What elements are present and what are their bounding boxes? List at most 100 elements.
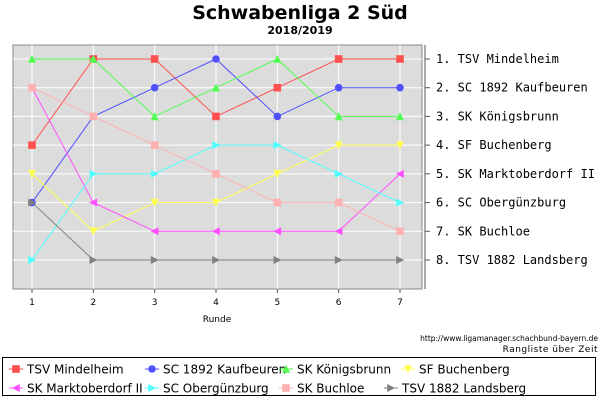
x-tick-label: 6	[336, 298, 342, 308]
data-point	[28, 256, 37, 264]
data-point	[150, 169, 159, 178]
rank-label: 8. TSV 1882 Landsberg	[436, 253, 588, 267]
data-point	[396, 141, 404, 150]
data-point	[89, 112, 98, 121]
data-point	[273, 170, 282, 179]
data-point	[212, 83, 220, 92]
data-point	[89, 227, 98, 236]
data-point	[212, 198, 220, 207]
data-point	[150, 55, 159, 63]
legend-marker	[282, 384, 290, 392]
data-point	[396, 198, 405, 207]
legend-label: TSV Mindelheim	[26, 363, 124, 377]
x-tick-label: 3	[152, 298, 158, 308]
legend-item-sk-buchloe: SK Buchloe	[279, 382, 364, 396]
rank-label: 4. SF Buchenberg	[436, 138, 552, 152]
data-point	[89, 169, 98, 178]
series-sc-oberguenzburg	[28, 141, 405, 264]
data-point	[89, 54, 98, 63]
data-point	[334, 112, 343, 121]
data-point	[396, 256, 405, 264]
legend-label: SK Königsbrunn	[297, 363, 391, 377]
data-point	[334, 198, 343, 207]
data-point	[150, 227, 159, 236]
chart-title: Schwabenliga 2 Süd	[192, 2, 408, 24]
rank-label: 6. SC Obergünzburg	[436, 196, 566, 210]
data-point	[396, 83, 404, 92]
series-sk-koenigsbrunn	[28, 54, 404, 121]
legend-item-tsv-1882-landsberg: TSV 1882 Landsberg	[384, 382, 526, 396]
x-axis-label: Runde	[203, 315, 232, 325]
legend-label: TSV 1882 Landsberg	[401, 382, 526, 396]
legend-label: SC Obergünzburg	[163, 382, 269, 396]
rank-label: 7. SK Buchloe	[436, 224, 530, 238]
legend-marker	[148, 384, 157, 392]
data-point	[395, 169, 404, 178]
rank-label: 1. TSV Mindelheim	[436, 52, 559, 66]
data-point	[334, 55, 343, 63]
data-point	[212, 256, 221, 264]
data-point	[334, 256, 343, 264]
legend-marker	[148, 365, 156, 373]
data-point	[150, 83, 159, 92]
series-sf-buchenberg	[28, 141, 404, 236]
legend-marker	[404, 365, 412, 374]
rank-label: 3. SK Königsbrunn	[436, 109, 559, 123]
data-point	[334, 227, 343, 236]
data-point	[273, 83, 282, 92]
series-sk-buchloe	[28, 83, 404, 236]
legend-item-tsv-mindelheim: TSV Mindelheim	[9, 363, 124, 377]
data-point	[28, 141, 36, 149]
data-point	[211, 227, 220, 236]
rank-chart: 1 2 3 4 5 6 7 1. TSV Mindelheim 2. SC 1892 Kauf…	[12, 44, 595, 325]
data-point	[212, 55, 220, 63]
x-tick-label: 4	[213, 298, 219, 308]
legend-marker	[11, 384, 20, 392]
legend-marker	[387, 384, 396, 392]
data-point	[28, 170, 36, 179]
legend: TSV Mindelheim SC 1892 Kaufbeuren SK König…	[2, 357, 596, 396]
x-tick-label: 7	[397, 298, 403, 308]
data-point	[212, 141, 221, 150]
data-point	[334, 141, 343, 150]
data-point	[396, 227, 404, 236]
legend-item-sk-marktoberdorf-ii: SK Marktoberdorf II	[9, 382, 143, 396]
data-point	[334, 169, 343, 178]
data-point	[150, 256, 159, 264]
legend-label: SK Buchloe	[297, 382, 364, 396]
series-tsv-1882-landsberg	[28, 198, 405, 264]
data-point	[273, 141, 282, 150]
data-point	[273, 112, 282, 121]
data-point	[273, 54, 282, 63]
data-point	[28, 54, 36, 63]
data-point	[212, 170, 220, 178]
data-point	[28, 83, 36, 92]
chart-caption: Rangliste über Zeit	[502, 345, 598, 355]
data-point	[28, 198, 37, 207]
data-point	[150, 141, 159, 149]
right-rank-labels: 1. TSV Mindelheim 2. SC 1892 Kaufbeuren 3.…	[424, 45, 595, 289]
x-axis: 1 2 3 4 5 6 7	[29, 289, 403, 308]
data-point	[89, 198, 98, 207]
legend-marker	[12, 365, 20, 373]
chart-subtitle: 2018/2019	[267, 24, 333, 37]
legend-item-sk-koenigsbrunn: SK Königsbrunn	[279, 363, 391, 377]
legend-label: SC 1892 Kaufbeuren	[163, 363, 286, 377]
data-point	[150, 112, 159, 121]
source-url[interactable]: http://www.ligamanager.schachbund-bayern…	[420, 334, 598, 343]
x-tick-label: 2	[90, 298, 96, 308]
rank-label: 2. SC 1892 Kaufbeuren	[436, 81, 588, 95]
legend-marker	[282, 364, 290, 373]
data-point	[273, 198, 282, 207]
data-point	[273, 256, 282, 264]
data-point	[396, 55, 404, 63]
data-point	[89, 256, 98, 264]
legend-item-sf-buchenberg: SF Buchenberg	[401, 363, 510, 377]
legend-label: SF Buchenberg	[419, 363, 510, 377]
legend-item-sc-oberguenzburg: SC Obergünzburg	[145, 382, 269, 396]
legend-item-sc-1892-kaufbeuren: SC 1892 Kaufbeuren	[145, 363, 286, 377]
series-group	[27, 54, 405, 264]
rank-label: 5. SK Marktoberdorf II	[436, 167, 595, 181]
x-tick-label: 1	[29, 298, 35, 308]
legend-label: SK Marktoberdorf II	[27, 382, 143, 396]
